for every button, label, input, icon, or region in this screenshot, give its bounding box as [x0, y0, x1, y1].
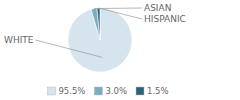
pie-slice [91, 8, 100, 40]
legend-label: 3.0% [105, 86, 127, 96]
pie-slice [97, 8, 100, 40]
leader-line [36, 40, 103, 57]
legend-label: 95.5% [58, 86, 85, 96]
leader-line [98, 8, 142, 19]
pie-slice [68, 8, 132, 72]
slice-label: HISPANIC [144, 14, 186, 24]
slice-label: WHITE [4, 35, 34, 45]
legend-swatch [94, 87, 102, 95]
legend-swatch [136, 87, 144, 95]
slice-label: ASIAN [144, 3, 171, 13]
legend: 95.5% 3.0% 1.5% [47, 86, 168, 96]
pie [68, 8, 132, 72]
chart: WHITE ASIANHISPANIC 95.5% 3.0% 1.5% [0, 0, 240, 100]
legend-swatch [47, 87, 55, 95]
legend-label: 1.5% [147, 86, 169, 96]
slice-labels: WHITE ASIANHISPANIC [4, 3, 186, 57]
